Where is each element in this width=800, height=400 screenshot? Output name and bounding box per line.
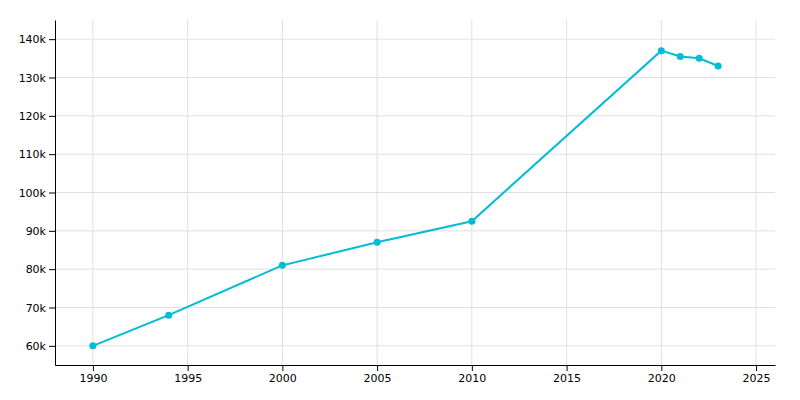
point <box>279 262 286 269</box>
tick-label: 70k <box>26 302 47 315</box>
tick-label: 60k <box>26 340 47 353</box>
tick-mark <box>49 308 55 309</box>
tick-label: 140k <box>19 33 47 46</box>
point <box>696 55 703 62</box>
tick: 100k <box>19 187 55 200</box>
grid-line <box>55 115 775 116</box>
point <box>89 342 96 349</box>
tick-label: 80k <box>26 263 47 276</box>
tick: 130k <box>19 72 55 85</box>
tick-label: 2010 <box>458 372 486 385</box>
grid-line <box>55 77 775 78</box>
grid-line <box>55 230 775 231</box>
tick-mark <box>93 365 94 371</box>
tick-mark <box>472 365 473 371</box>
tick-mark <box>49 231 55 232</box>
tick-mark <box>49 116 55 117</box>
tick-label: 2000 <box>269 372 297 385</box>
plot: 1990 1995 2000 2005 2010 2015 2020 2025 60k 70k 80… <box>19 20 776 385</box>
grid-line <box>55 307 775 308</box>
tick: 140k <box>19 33 55 46</box>
tick: 2025 <box>743 365 771 385</box>
tick: 2010 <box>458 365 486 385</box>
axis-line <box>55 21 56 366</box>
axis-line <box>56 365 776 366</box>
tick-label: 2005 <box>364 372 392 385</box>
y-axis: 60k 70k 80k 90k 100k 110k 120k 130k 140k <box>19 21 56 366</box>
point <box>677 53 684 60</box>
tick-label: 2015 <box>553 372 581 385</box>
tick-mark <box>756 365 757 371</box>
tick: 90k <box>26 225 55 238</box>
tick-label: 110k <box>19 148 47 161</box>
tick: 60k <box>26 340 55 353</box>
tick: 110k <box>19 148 55 161</box>
tick-mark <box>49 346 55 347</box>
x-axis: 1990 1995 2000 2005 2010 2015 2020 2025 <box>56 365 776 385</box>
tick-label: 130k <box>19 72 47 85</box>
tick-mark <box>49 39 55 40</box>
tick: 2020 <box>648 365 676 385</box>
tick: 2000 <box>269 365 297 385</box>
grid-line <box>55 345 775 346</box>
tick-label: 1990 <box>79 372 107 385</box>
tick-label: 1995 <box>174 372 202 385</box>
tick-label: 100k <box>19 187 47 200</box>
tick-mark <box>282 365 283 371</box>
grid-line <box>55 192 775 193</box>
tick-mark <box>49 78 55 79</box>
point <box>468 218 475 225</box>
tick: 120k <box>19 110 55 123</box>
tick-label: 2020 <box>648 372 676 385</box>
point <box>165 312 172 319</box>
grid-line <box>55 269 775 270</box>
tick: 70k <box>26 302 55 315</box>
point <box>374 239 381 246</box>
tick-mark <box>661 365 662 371</box>
line <box>93 51 718 346</box>
tick-mark <box>188 365 189 371</box>
data <box>89 47 721 349</box>
chart: 1990 1995 2000 2005 2010 2015 2020 2025 60k 70k 80… <box>0 0 800 400</box>
tick-mark <box>567 365 568 371</box>
point <box>715 63 722 70</box>
grid <box>55 20 775 365</box>
grid-line <box>55 154 775 155</box>
tick-label: 90k <box>26 225 47 238</box>
grid-line <box>55 39 775 40</box>
tick: 2005 <box>364 365 392 385</box>
point <box>658 47 665 54</box>
tick-label: 2025 <box>743 372 771 385</box>
tick-mark <box>49 193 55 194</box>
tick-mark <box>49 269 55 270</box>
tick-mark <box>377 365 378 371</box>
tick: 1990 <box>79 365 107 385</box>
tick: 80k <box>26 263 55 276</box>
tick-label: 120k <box>19 110 47 123</box>
tick: 1995 <box>174 365 202 385</box>
tick-mark <box>49 154 55 155</box>
tick: 2015 <box>553 365 581 385</box>
